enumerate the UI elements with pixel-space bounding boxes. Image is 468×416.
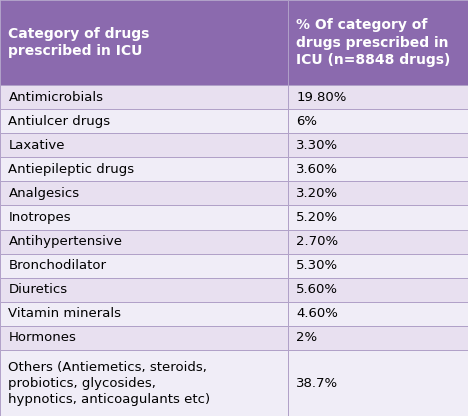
Bar [288,157,468,181]
Text: Antihypertensive: Antihypertensive [8,235,123,248]
Text: Analgesics: Analgesics [8,187,80,200]
Text: 3.20%: 3.20% [296,187,338,200]
Text: 19.80%: 19.80% [296,91,347,104]
Text: Antiulcer drugs: Antiulcer drugs [8,115,110,128]
Bar [288,0,468,85]
Text: Vitamin minerals: Vitamin minerals [8,307,121,320]
Text: 2.70%: 2.70% [296,235,338,248]
Text: Others (Antiemetics, steroids,
probiotics, glycosides,
hypnotics, anticoagulants: Others (Antiemetics, steroids, probiotic… [8,361,211,406]
Text: Hormones: Hormones [8,332,76,344]
Bar [288,109,468,133]
Bar [288,230,468,254]
Text: 2%: 2% [296,332,317,344]
Bar [0,350,288,416]
Bar [288,302,468,326]
Bar [0,181,288,206]
Bar [0,133,288,157]
Bar [0,302,288,326]
Text: 3.30%: 3.30% [296,139,338,152]
Text: Diuretics: Diuretics [8,283,67,296]
Bar [288,254,468,278]
Text: Laxative: Laxative [8,139,65,152]
Text: 38.7%: 38.7% [296,376,338,389]
Bar [0,326,288,350]
Bar [288,350,468,416]
Text: 6%: 6% [296,115,317,128]
Text: % Of category of
drugs prescribed in
ICU (n=8848 drugs): % Of category of drugs prescribed in ICU… [296,18,451,67]
Bar [0,278,288,302]
Bar [288,326,468,350]
Bar [288,278,468,302]
Bar [0,230,288,254]
Bar [288,181,468,206]
Text: Inotropes: Inotropes [8,211,71,224]
Bar [0,85,288,109]
Text: Bronchodilator: Bronchodilator [8,259,106,272]
Text: 5.30%: 5.30% [296,259,338,272]
Bar [288,133,468,157]
Bar [0,109,288,133]
Text: 5.60%: 5.60% [296,283,338,296]
Bar [288,85,468,109]
Text: 3.60%: 3.60% [296,163,338,176]
Text: Category of drugs
prescribed in ICU: Category of drugs prescribed in ICU [8,27,150,58]
Text: Antiepileptic drugs: Antiepileptic drugs [8,163,134,176]
Bar [0,0,288,85]
Text: 5.20%: 5.20% [296,211,338,224]
Bar [0,254,288,278]
Text: Antimicrobials: Antimicrobials [8,91,103,104]
Text: 4.60%: 4.60% [296,307,338,320]
Bar [0,206,288,230]
Bar [0,157,288,181]
Bar [288,206,468,230]
